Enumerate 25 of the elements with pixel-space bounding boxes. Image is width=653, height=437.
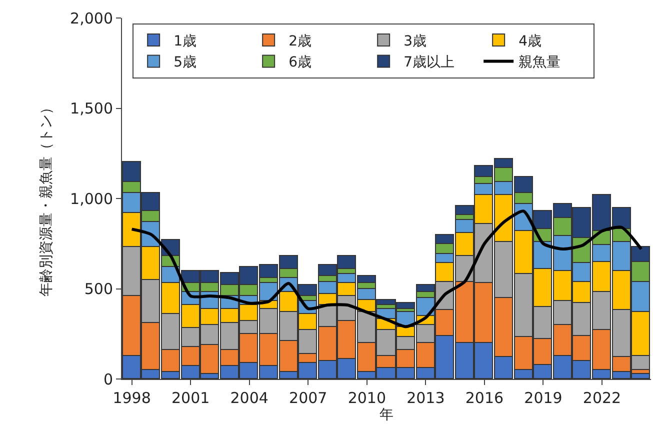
x-axis-title: 年 [380, 407, 394, 423]
x-tick-label: 2016 [465, 389, 504, 407]
x-tick-label: 2001 [171, 389, 210, 407]
legend-label: 3歳 [404, 33, 426, 50]
x-tick-label: 1998 [112, 389, 151, 407]
x-tick-label: 2004 [230, 389, 268, 407]
y-tick-label: 1,500 [70, 100, 113, 118]
x-tick-label: 2022 [582, 389, 622, 407]
x-tick-label: 2010 [348, 389, 386, 407]
y-tick-label: 500 [84, 280, 113, 298]
y-tick-label: 2,000 [70, 9, 113, 28]
y-tick-label: 1,000 [70, 190, 113, 208]
legend-label: 5歳 [174, 54, 196, 71]
legend-label: 2歳 [288, 33, 312, 50]
legend-label: 1歳 [174, 33, 196, 50]
line-series [130, 210, 643, 328]
legend-label: 7歳以上 [404, 54, 454, 71]
legend-label: 親魚量 [518, 54, 561, 71]
y-axis-title: 年齢別資源量・親魚量（トン） [38, 100, 55, 296]
x-tick-label: 2007 [289, 389, 328, 407]
x-tick-label: 2019 [524, 389, 562, 407]
x-tick-label: 2013 [406, 389, 445, 407]
legend-label: 6歳 [288, 54, 312, 71]
y-tick-label: 0 [103, 370, 113, 388]
legend-label: 4歳 [518, 33, 542, 50]
